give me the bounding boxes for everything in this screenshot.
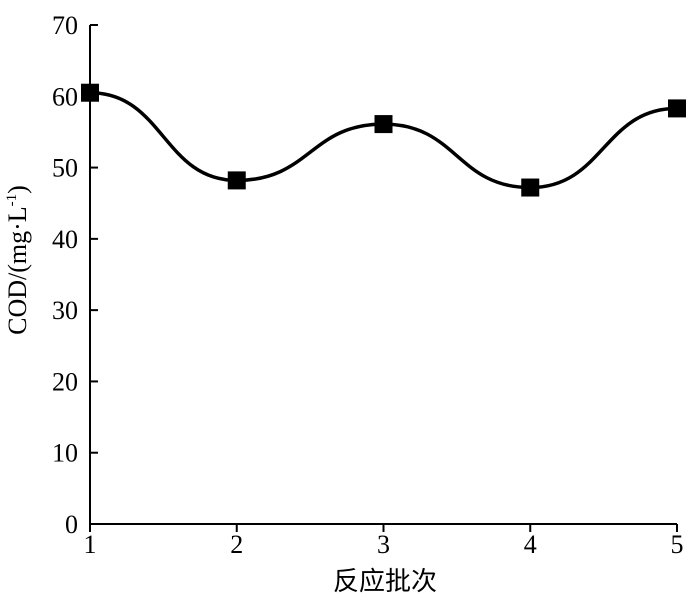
data-point-marker	[81, 83, 99, 102]
axes	[89, 25, 677, 525]
y-ticks: 0 10 20 30 40 50 60 70	[52, 11, 98, 539]
y-tick-label: 50	[52, 154, 78, 183]
y-tick-label: 30	[52, 296, 78, 325]
data-point-marker	[374, 115, 393, 134]
y-tick-label: 0	[65, 510, 78, 539]
x-tick-label: 2	[230, 530, 243, 559]
y-axis-label-main: COD/(mg·L	[3, 206, 32, 335]
y-tick-label: 70	[52, 11, 78, 40]
y-axis-label: COD/(mg·L-1)	[3, 185, 32, 335]
x-tick-label: 5	[671, 530, 684, 559]
x-tick-label: 4	[524, 530, 537, 559]
y-axis-label-close: )	[3, 185, 32, 194]
x-ticks: 1 2 3 4 5	[84, 524, 684, 559]
x-axis-label: 反应批次	[333, 567, 437, 597]
x-tick-label: 1	[84, 530, 97, 559]
data-point-marker	[521, 178, 540, 197]
markers	[81, 83, 686, 197]
data-point-marker	[668, 99, 686, 118]
series-line	[89, 90, 678, 190]
y-tick-label: 40	[52, 225, 78, 254]
y-tick-label: 10	[52, 439, 78, 468]
y-axis-label-superscript: -1	[4, 194, 20, 207]
y-tick-label: 60	[52, 82, 78, 111]
y-tick-label: 20	[52, 367, 78, 396]
x-tick-label: 3	[377, 530, 390, 559]
data-point-marker	[227, 171, 246, 190]
